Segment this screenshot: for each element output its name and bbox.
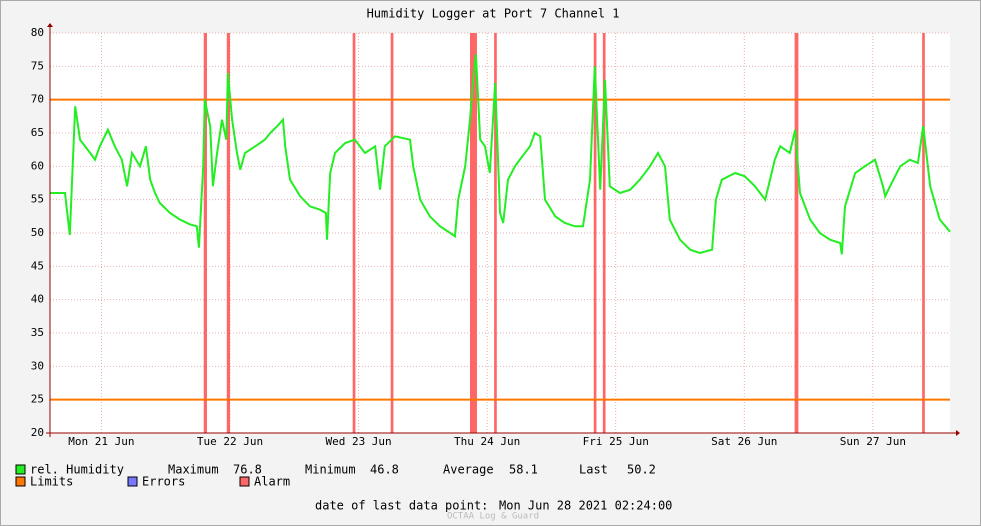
- legend-swatch: [239, 476, 250, 487]
- x-tick-label: Wed 23 Jun: [325, 435, 391, 448]
- footer-label: date of last data point:: [315, 499, 488, 513]
- legend-swatch: [127, 476, 138, 487]
- x-tick-label: Sat 26 Jun: [711, 435, 777, 448]
- x-tick-label: Thu 24 Jun: [454, 435, 520, 448]
- stat-value: 50.2: [627, 463, 656, 477]
- alarm-band: [922, 33, 925, 433]
- legend-label: rel. Humidity: [30, 463, 124, 477]
- alarm-band: [352, 33, 356, 433]
- legend-label: Alarm: [254, 475, 290, 489]
- stat-value: 76.8: [233, 463, 262, 477]
- alarm-band: [470, 33, 477, 433]
- y-tick-label: 75: [31, 59, 44, 72]
- alarm-band: [390, 33, 394, 433]
- y-tick-label: 60: [31, 159, 44, 172]
- watermark: OCTAA Log & Guard: [447, 512, 539, 522]
- alarm-band: [494, 33, 497, 433]
- x-arrow: [956, 430, 960, 436]
- stat-label: Minimum: [305, 463, 356, 477]
- stat-value: 58.1: [509, 463, 538, 477]
- footer-value: Mon Jun 28 2021 02:24:00: [499, 499, 672, 513]
- y-tick-label: 35: [31, 326, 44, 339]
- y-tick-label: 20: [31, 426, 44, 439]
- alarm-band: [203, 33, 207, 433]
- x-tick-label: Fri 25 Jun: [583, 435, 649, 448]
- y-arrow: [47, 23, 53, 27]
- y-tick-label: 65: [31, 126, 44, 139]
- y-tick-label: 30: [31, 359, 44, 372]
- y-tick-label: 50: [31, 226, 44, 239]
- legend-label: Errors: [142, 475, 185, 489]
- stat-label: Maximum: [168, 463, 219, 477]
- x-tick-label: Tue 22 Jun: [197, 435, 263, 448]
- alarm-band: [226, 33, 230, 433]
- legend-swatch: [15, 464, 26, 475]
- y-tick-label: 80: [31, 26, 44, 39]
- data-line: [50, 54, 951, 255]
- y-tick-label: 55: [31, 193, 44, 206]
- legend-label: Limits: [30, 475, 73, 489]
- alarm-band: [602, 33, 606, 433]
- stat-value: 46.8: [370, 463, 399, 477]
- y-tick-label: 45: [31, 259, 44, 272]
- chart-title: Humidity Logger at Port 7 Channel 1: [367, 7, 620, 21]
- stat-label: Average: [443, 463, 494, 477]
- alarm-band: [794, 33, 799, 433]
- x-tick-label: Mon 21 Jun: [68, 435, 134, 448]
- y-tick-label: 40: [31, 293, 44, 306]
- x-tick-label: Sun 27 Jun: [840, 435, 906, 448]
- alarm-band: [593, 33, 597, 433]
- legend-swatch: [15, 476, 26, 487]
- stat-label: Last: [579, 463, 608, 477]
- y-tick-label: 25: [31, 393, 44, 406]
- y-tick-label: 70: [31, 93, 44, 106]
